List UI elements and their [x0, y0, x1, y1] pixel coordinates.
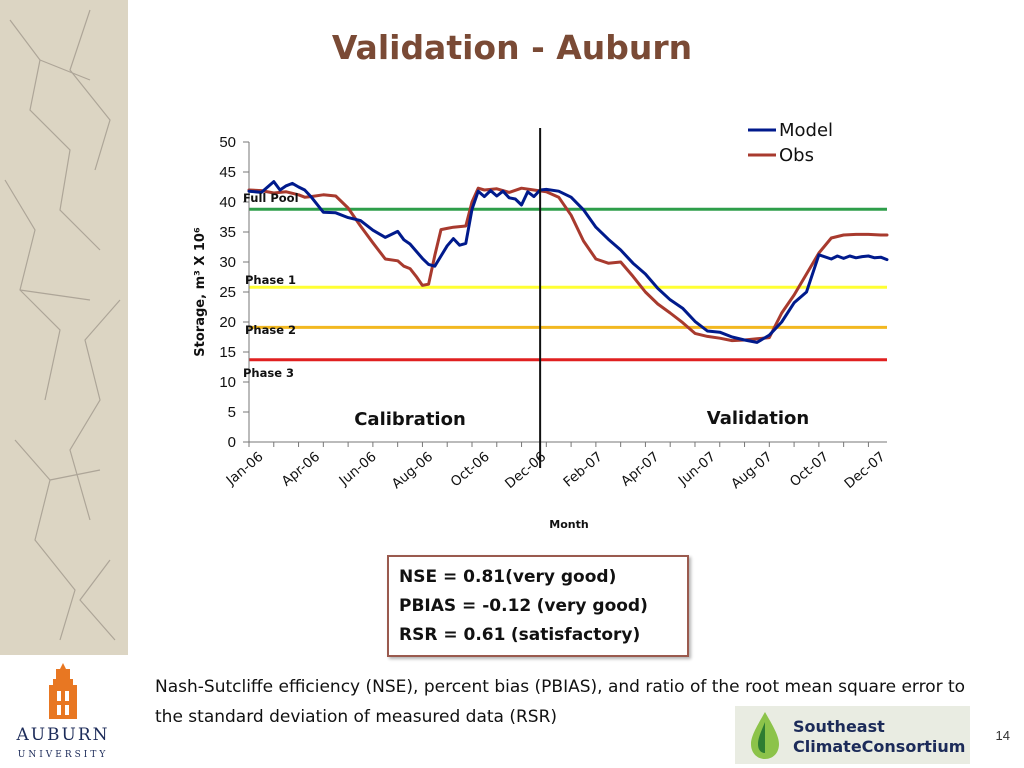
reference-line-label: Phase 1 [245, 273, 296, 287]
legend-label: Model [779, 120, 833, 141]
auburn-name: AUBURN [15, 725, 109, 745]
y-tick-label: 40 [219, 194, 236, 211]
x-tick-label: Feb-07 [560, 449, 605, 491]
y-tick-label: 35 [219, 224, 236, 241]
x-tick-label: Oct-06 [448, 449, 493, 490]
pbias-metric: PBIAS = -0.12 (very good) [399, 592, 687, 621]
y-tick-label: 20 [219, 314, 236, 331]
x-tick-label: Dec-06 [502, 449, 549, 492]
x-tick-label: Apr-06 [279, 449, 323, 490]
rsr-label: RSR = 0.61 [399, 625, 506, 645]
y-tick-label: 0 [228, 434, 236, 451]
y-tick-label: 45 [219, 164, 236, 181]
validation-label: Validation [707, 408, 809, 429]
metrics-box: NSE = 0.81(very good) PBIAS = -0.12 (ver… [387, 555, 689, 657]
x-axis-title: Month [549, 518, 588, 531]
x-tick-label: Aug-07 [728, 449, 775, 492]
reference-line-label: Full Pool [243, 191, 299, 205]
pbias-label: PBIAS = -0.12 [399, 596, 532, 616]
reference-line-label: Phase 2 [245, 323, 296, 337]
rsr-metric: RSR = 0.61 (satisfactory) [399, 621, 687, 650]
y-tick-label: 5 [228, 404, 236, 421]
calibration-label: Calibration [354, 409, 466, 430]
y-axis-title: Storage, m³ X 10⁶ [193, 227, 208, 357]
page-number: 14 [995, 728, 1010, 743]
scc-line2: ClimateConsortium [793, 737, 965, 756]
y-tick-label: 15 [219, 344, 236, 361]
x-tick-label: Jun-07 [675, 449, 719, 490]
nse-metric: NSE = 0.81(very good) [399, 563, 687, 592]
auburn-logo: AUBURN UNIVERSITY [0, 657, 126, 765]
scc-logo: Southeast ClimateConsortium [735, 706, 970, 764]
x-tick-label: Apr-07 [618, 449, 662, 490]
series-line-model [247, 180, 889, 344]
y-tick-label: 25 [219, 284, 236, 301]
water-drop-icon [751, 712, 779, 759]
auburn-sub: UNIVERSITY [18, 750, 109, 760]
metrics-caption: Nash-Sutcliffe efficiency (NSE), percent… [155, 677, 966, 727]
legend-label: Obs [779, 145, 814, 166]
scc-line1: Southeast [793, 717, 885, 736]
auburn-tower-icon [49, 663, 77, 719]
pbias-rating: (very good) [536, 596, 648, 616]
nse-rating: (very good) [505, 567, 617, 587]
x-tick-label: Jun-06 [336, 449, 380, 490]
y-tick-label: 10 [219, 374, 236, 391]
slide-title: Validation - Auburn [331, 28, 693, 67]
rsr-rating: (satisfactory) [510, 625, 641, 645]
x-tick-label: Jan-06 [223, 449, 267, 489]
y-tick-label: 30 [219, 254, 236, 271]
stone-texture-panel [0, 0, 128, 655]
x-tick-label: Oct-07 [787, 449, 832, 490]
x-tick-label: Dec-07 [841, 449, 888, 492]
series-line-obs [247, 186, 889, 343]
y-tick-label: 50 [219, 134, 236, 151]
nse-label: NSE = 0.81 [399, 567, 506, 587]
reference-line-label: Phase 3 [243, 366, 294, 380]
x-tick-label: Aug-06 [389, 449, 436, 492]
